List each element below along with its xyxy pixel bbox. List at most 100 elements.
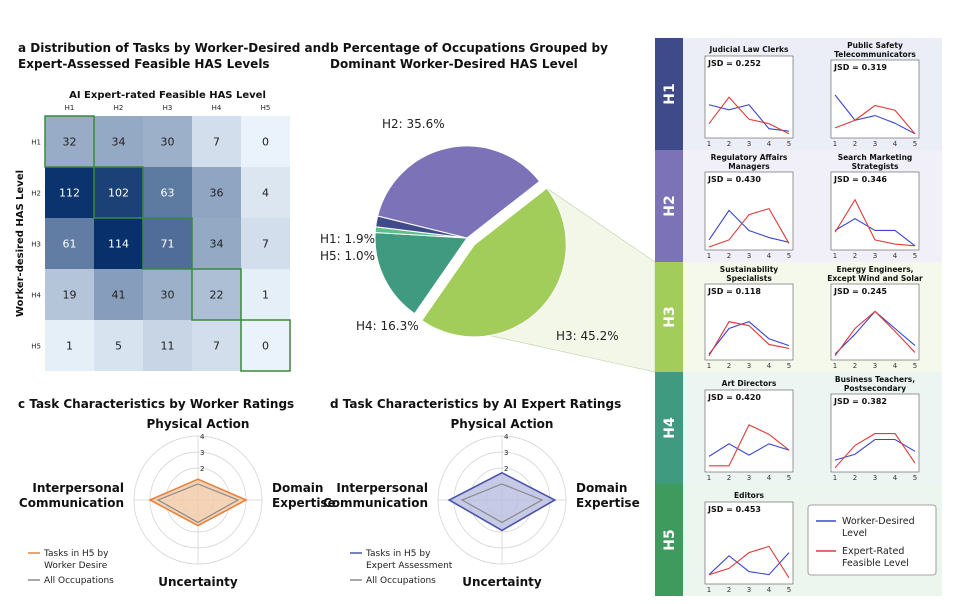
occ-plot-frame [704,171,794,251]
occ-line-worker [834,94,916,135]
occ-plot-frame [704,55,794,139]
occ-legend-label: Feasible Level [842,558,909,569]
occ-row-label-H4: H4 [662,417,678,439]
occ-x-tick: 5 [913,252,917,260]
heatmap-cell-label: 41 [112,289,126,302]
occ-x-tick: 4 [767,252,772,260]
occ-legend-label: Expert-Rated [842,546,904,557]
radar-tick-label: 3 [200,449,204,457]
occ-x-tick: 5 [913,140,917,148]
occ-x-tick: 1 [707,140,711,148]
occ-line-expert [834,433,916,469]
occ-line-worker [708,104,790,132]
occ-line-worker [834,218,916,247]
heatmap-cell-label: 19 [63,289,77,302]
occ-plot-frame [830,283,920,361]
occ-plot-frame [830,59,920,139]
occ-plot-frame [830,393,920,473]
heatmap-chart: AI Expert-rated Feasible HAS Level H1 H2 H3… [15,90,291,372]
heatmap-cell-label: 22 [210,289,224,302]
occ-x-tick: 5 [787,252,791,260]
heatmap-cell [45,167,94,218]
heatmap-cell [241,116,290,167]
occ-line-worker [708,209,790,243]
heatmap-cell-label: 30 [161,136,175,149]
heatmap-cell-label: 30 [161,289,175,302]
radar-axis-label: Interpersonal [336,481,428,495]
occ-plot-title: Editors [734,491,764,500]
heatmap-cell-label: 36 [210,187,224,200]
occ-x-tick: 3 [873,252,877,260]
occ-row-label-H3: H3 [662,306,678,327]
heatmap-cell [94,269,143,320]
heatmap-cell [143,218,192,269]
heatmap-cell-label: 112 [59,187,80,200]
heatmap-cell [143,116,192,167]
occ-x-tick: 2 [727,474,731,482]
occ-row-band-H5 [655,484,683,596]
occ-row-band-H4 [655,372,683,484]
occ-x-tick: 2 [853,140,857,148]
radar-axis-label: Communication [323,496,428,510]
occ-x-tick: 2 [853,252,857,260]
occ-plot-frame [704,501,794,585]
heatmap-x-tick: H1 [65,104,75,112]
occ-x-tick: 2 [853,362,857,370]
occ-line-expert [708,545,790,579]
panel-b-title-line1: b Percentage of Occupations Grouped by [330,41,608,55]
occ-plot-jsd: JSD = 0.453 [707,505,761,514]
heatmap-cell [143,320,192,371]
radar-axis-label: Communication [19,496,124,510]
radar-legend-label: Worker Desire [44,561,108,571]
heatmap-cell-label: 34 [112,136,126,149]
panel-a-title-line2: Expert-Assessed Feasible HAS Levels [18,57,270,71]
heatmap-cell [192,116,241,167]
occ-x-tick: 2 [727,586,731,594]
heatmap-y-tick: H4 [31,292,41,300]
heatmap-cell-label: 0 [262,136,269,149]
occ-row-label-H2: H2 [662,195,678,216]
heatmap-y-axis-title: Worker-desired HAS Level [15,170,26,317]
heatmap-cell-label: 7 [262,238,269,251]
occ-plot-title: Energy Engineers, [836,265,913,274]
pie-label-H3: H3: 45.2% [556,329,619,343]
pie-chart: H3: 45.2% H4: 16.3% H5: 1.0% H1: 1.9% H2: 35… [320,117,656,373]
radar-series-1 [460,483,544,524]
occ-legend-label: Worker-Desired [842,516,915,527]
heatmap-cell-label: 61 [63,238,77,251]
occ-x-tick: 1 [833,252,837,260]
heatmap-x-tick: H5 [261,104,271,112]
occ-x-tick: 3 [873,474,877,482]
occ-x-tick: 3 [747,252,751,260]
occ-x-tick: 3 [747,474,751,482]
radar-axis-label: Expertise [576,496,640,510]
occ-row-band-H2 [655,150,683,262]
panel-a-title-line1: a Distribution of Tasks by Worker-Desire… [18,41,330,55]
heatmap-cell [241,167,290,218]
occ-plot-title: Telecommunicators [834,50,916,59]
occ-x-tick: 4 [893,252,898,260]
occ-plot-title: Except Wind and Solar [827,274,923,283]
occ-x-tick: 3 [747,586,751,594]
radar-legend-label: Expert Assessment [366,561,453,571]
occ-plot-jsd: JSD = 0.346 [833,175,887,184]
radar-tick-label: 2 [504,465,508,473]
radar-legend-label: All Occupations [366,576,436,586]
occ-line-expert [708,207,790,248]
radar-axis-label: Interpersonal [32,481,124,495]
occ-line-worker [708,321,790,355]
occ-x-tick: 1 [833,140,837,148]
occ-plot-title: Judicial Law Clerks [708,45,789,54]
occ-x-tick: 1 [707,586,711,594]
pie-label-H4: H4: 16.3% [356,319,419,333]
occ-legend-box [807,504,937,576]
occ-x-tick: 3 [873,140,877,148]
occ-plot-title: Postsecondary [844,384,906,393]
occ-plot-title: Sustainability [720,265,778,274]
heatmap-cell [45,218,94,269]
occ-plot-jsd: JSD = 0.420 [707,393,761,402]
occ-plot-title: Regulatory Affairs [711,153,788,162]
occ-x-tick: 1 [707,362,711,370]
occ-x-tick: 2 [853,474,857,482]
